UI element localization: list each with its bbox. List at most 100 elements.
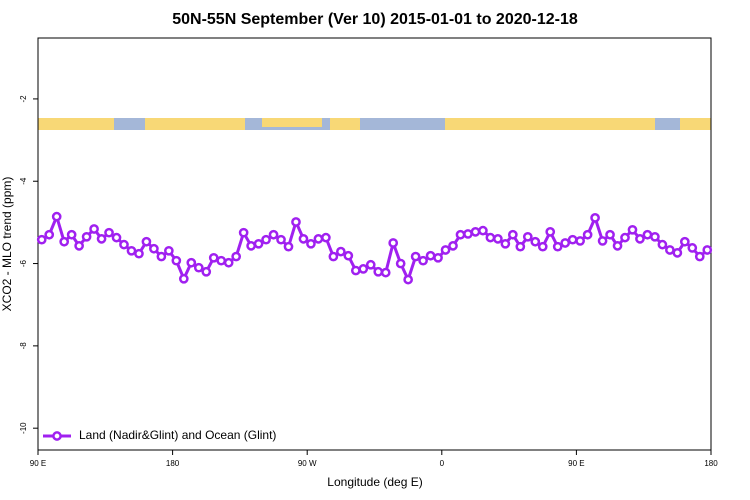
data-point <box>635 234 645 244</box>
data-point <box>507 229 518 240</box>
data-point <box>328 251 339 262</box>
data-point <box>493 234 503 244</box>
data-point <box>149 243 159 254</box>
data-point <box>44 229 55 240</box>
data-point <box>373 266 384 277</box>
y-tick-label: -4 <box>19 177 28 185</box>
data-point <box>231 251 242 262</box>
data-point <box>463 229 473 239</box>
land-ocean-strip <box>38 118 711 130</box>
data-point <box>530 236 541 247</box>
x-tick-label: 90 E <box>568 459 584 468</box>
data-point <box>343 250 354 261</box>
data-point <box>418 255 428 266</box>
data-point <box>171 255 182 266</box>
data-point <box>665 245 675 255</box>
data-point <box>306 238 316 249</box>
x-tick-label: 90 W <box>298 459 317 468</box>
data-point <box>358 264 369 274</box>
data-point <box>298 234 309 244</box>
data-point <box>246 241 256 251</box>
data-point <box>51 211 62 222</box>
data-point <box>478 225 488 236</box>
data-point <box>575 236 585 246</box>
data-point <box>291 217 301 227</box>
data-point <box>178 273 189 284</box>
data-point <box>336 246 346 257</box>
data-point <box>425 250 436 261</box>
data-point <box>590 213 600 223</box>
data-point <box>560 238 571 248</box>
data-point <box>66 229 77 240</box>
data-point <box>410 251 421 262</box>
data-point <box>350 265 361 276</box>
data-point <box>500 238 511 249</box>
data-point <box>694 251 705 262</box>
data-point <box>395 258 406 269</box>
data-point <box>164 245 174 256</box>
data-point <box>126 245 137 256</box>
x-tick-label: 180 <box>166 459 180 468</box>
chart-title: 50N-55N September (Ver 10) 2015-01-01 to… <box>172 11 578 28</box>
data-point <box>672 247 683 258</box>
data-point <box>238 227 249 238</box>
data-point <box>545 227 556 237</box>
data-point <box>605 229 615 240</box>
data-point <box>522 231 533 242</box>
data-point <box>283 241 294 252</box>
data-point <box>81 231 92 242</box>
data-point <box>313 234 324 244</box>
data-point <box>642 229 653 240</box>
data-point <box>403 274 413 285</box>
data-point <box>515 241 526 252</box>
data-point <box>612 241 623 251</box>
data-point <box>111 232 122 243</box>
data-point <box>141 236 152 247</box>
data-point <box>253 238 264 249</box>
y-tick-label: -10 <box>19 422 28 434</box>
legend-label: Land (Nadir&Glint) and Ocean (Glint) <box>79 428 276 442</box>
x-tick-label: 0 <box>440 459 445 468</box>
y-tick-label: -8 <box>19 342 28 350</box>
data-point <box>687 243 698 253</box>
data-point <box>223 257 234 268</box>
data-point <box>433 252 443 263</box>
data-point <box>627 224 638 235</box>
data-point <box>448 241 458 251</box>
data-point <box>650 231 660 242</box>
data-point <box>216 255 227 266</box>
data-point <box>276 234 286 245</box>
data-point <box>193 262 204 273</box>
data-point <box>321 232 331 243</box>
data-point <box>582 229 593 240</box>
data-point <box>470 227 481 237</box>
x-tick-label: 180 <box>704 459 718 468</box>
data-point <box>657 239 668 250</box>
data-point <box>702 245 713 255</box>
data-point <box>59 236 70 247</box>
data-point <box>365 259 376 270</box>
data-point <box>134 248 144 259</box>
data-point <box>537 241 548 252</box>
data-point <box>208 252 219 263</box>
data-point <box>36 234 47 245</box>
legend-marker <box>52 431 62 441</box>
data-point <box>104 227 114 238</box>
data-point <box>156 251 167 262</box>
data-point <box>388 238 399 248</box>
y-axis-label: XCO2 - MLO trend (ppm) <box>0 177 14 312</box>
data-point <box>186 257 197 268</box>
data-point <box>201 266 212 277</box>
data-point <box>485 232 496 243</box>
data-point <box>567 234 578 245</box>
data-point <box>74 241 84 251</box>
data-point <box>96 234 107 244</box>
data-point <box>440 245 451 255</box>
y-tick-label: -2 <box>19 95 28 103</box>
data-point <box>119 239 129 250</box>
data-point <box>268 229 279 240</box>
x-axis-label: Longitude (deg E) <box>327 475 422 489</box>
data-point <box>620 232 630 243</box>
data-point <box>261 234 271 245</box>
